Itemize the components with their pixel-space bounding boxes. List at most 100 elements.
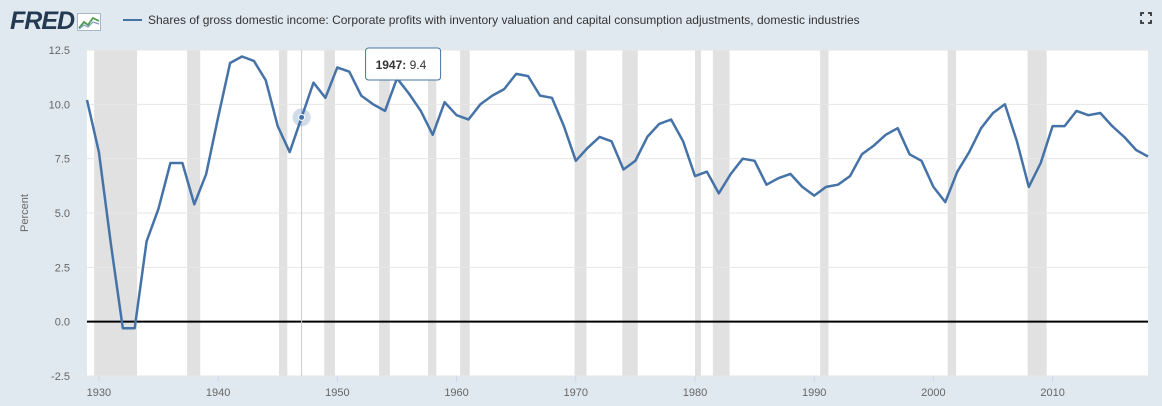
series-point: [991, 111, 995, 115]
series-point: [180, 161, 184, 165]
series-point: [133, 326, 137, 330]
x-tick-label: 2010: [1040, 387, 1064, 399]
series-point: [1027, 185, 1031, 189]
series-point: [741, 157, 745, 161]
x-tick-label: 1930: [87, 387, 111, 399]
series-point: [753, 159, 757, 163]
series-point: [1074, 109, 1078, 113]
series-point: [276, 124, 280, 128]
x-axis-ticks: 1930 1940 1950 1960 1970 1980 1990 2000 2010: [87, 376, 1065, 399]
series-point: [466, 118, 470, 122]
series-point: [1098, 111, 1102, 115]
chart-header: FRED Shares of gross domestic income: Co…: [0, 0, 1162, 40]
x-tick-label: 1980: [683, 387, 707, 399]
series-point: [1086, 113, 1090, 117]
series-point: [157, 207, 161, 211]
y-tick-label: 5.0: [55, 208, 70, 220]
x-tick-label: 1990: [802, 387, 826, 399]
series-point: [383, 109, 387, 113]
series-point: [919, 159, 923, 163]
series-point: [967, 150, 971, 154]
series-point: [979, 126, 983, 130]
series-point: [97, 150, 101, 154]
logo-text: FRED: [10, 7, 75, 35]
series-point: [812, 194, 816, 198]
series-point: [860, 152, 864, 156]
series-point: [490, 94, 494, 98]
series-point: [610, 139, 614, 143]
series-point: [943, 200, 947, 204]
series-point: [204, 172, 208, 176]
series-point: [478, 102, 482, 106]
hover-marker[interactable]: [298, 113, 306, 121]
series-point: [836, 183, 840, 187]
tooltip-text: 1947: 9.4: [376, 58, 427, 72]
x-tick-label: 2000: [921, 387, 945, 399]
series-point: [502, 87, 506, 91]
series-point: [1110, 124, 1114, 128]
legend-swatch: [123, 19, 142, 21]
series-point: [1134, 148, 1138, 152]
y-axis-title: Percent: [19, 194, 31, 232]
series-point: [371, 102, 375, 106]
series-point: [252, 59, 256, 63]
y-tick-label: 10.0: [49, 99, 70, 111]
series-point: [264, 78, 268, 82]
y-tick-label: -2.5: [51, 371, 70, 383]
series-point: [85, 98, 89, 102]
x-tick-label: 1940: [206, 387, 230, 399]
series-line[interactable]: [85, 55, 1149, 330]
series-point: [455, 113, 459, 117]
tooltip-year: 1947:: [376, 58, 407, 72]
series-point: [633, 159, 637, 163]
series-point: [109, 241, 113, 245]
series-point: [645, 135, 649, 139]
series-point: [574, 159, 578, 163]
series-point: [1122, 135, 1126, 139]
x-tick-label: 1950: [325, 387, 349, 399]
series-point: [419, 109, 423, 113]
series-point: [800, 185, 804, 189]
series-point: [323, 96, 327, 100]
series-point: [216, 115, 220, 119]
series-point: [192, 202, 196, 206]
series-point: [514, 72, 518, 76]
series-point: [359, 94, 363, 98]
series-point: [717, 191, 721, 195]
series-point: [1063, 124, 1067, 128]
series-point: [788, 172, 792, 176]
tooltip-value: 9.4: [410, 58, 427, 72]
series-point: [621, 168, 625, 172]
series-point: [669, 118, 673, 122]
series-point: [896, 126, 900, 130]
series-point: [312, 81, 316, 85]
series-point: [765, 183, 769, 187]
series-point: [145, 239, 149, 243]
series-point: [657, 122, 661, 126]
series-point: [729, 172, 733, 176]
fred-logo[interactable]: FRED: [10, 7, 102, 36]
series-point: [955, 170, 959, 174]
y-tick-label: 2.5: [55, 262, 70, 274]
x-tick-label: 1960: [444, 387, 468, 399]
series-point: [1051, 124, 1055, 128]
series-point: [1039, 161, 1043, 165]
tooltip: 1947: 9.4: [365, 47, 442, 81]
series-point: [884, 133, 888, 137]
chart-legend[interactable]: Shares of gross domestic income: Corpora…: [123, 13, 860, 27]
series-point: [598, 135, 602, 139]
series-point: [526, 74, 530, 78]
series-point: [1003, 102, 1007, 106]
x-tick-label: 1970: [564, 387, 588, 399]
series-point: [335, 65, 339, 69]
series-point: [562, 124, 566, 128]
series-point: [872, 144, 876, 148]
tooltip-box: [365, 47, 442, 81]
series-point: [431, 133, 435, 137]
fred-graph-icon: [77, 12, 102, 31]
fullscreen-icon[interactable]: [1140, 12, 1152, 24]
y-tick-label: 0.0: [55, 317, 70, 329]
y-tick-label: 7.5: [55, 154, 70, 166]
series-point: [705, 170, 709, 174]
